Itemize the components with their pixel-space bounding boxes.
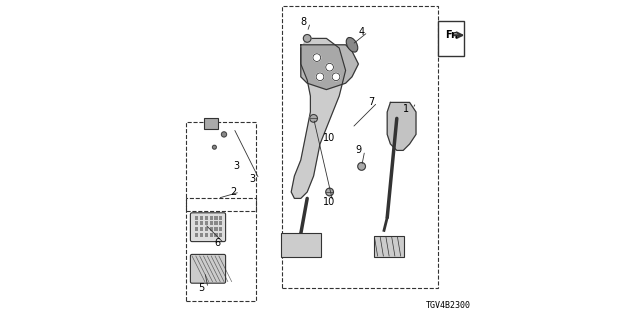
Bar	[210, 227, 212, 231]
Text: 3: 3	[234, 161, 240, 172]
Bar	[214, 233, 218, 237]
Circle shape	[326, 188, 333, 196]
Text: 10: 10	[323, 132, 335, 143]
Text: TGV4B2300: TGV4B2300	[426, 301, 470, 310]
Polygon shape	[301, 45, 358, 90]
Bar	[205, 233, 208, 237]
Bar	[219, 216, 223, 220]
Bar	[200, 227, 204, 231]
Circle shape	[332, 73, 340, 81]
Circle shape	[313, 54, 321, 61]
Polygon shape	[387, 102, 416, 150]
Ellipse shape	[346, 37, 358, 52]
Text: 4: 4	[358, 27, 365, 37]
Bar	[210, 233, 212, 237]
Text: 3: 3	[250, 174, 256, 184]
Bar	[200, 221, 204, 225]
Text: 10: 10	[323, 196, 335, 207]
Bar	[200, 216, 204, 220]
Circle shape	[303, 35, 311, 42]
Text: 7: 7	[368, 97, 374, 108]
Circle shape	[221, 132, 227, 137]
Polygon shape	[291, 38, 346, 198]
Bar	[195, 216, 198, 220]
Text: 8: 8	[301, 17, 307, 28]
Bar	[195, 221, 198, 225]
Bar	[200, 233, 204, 237]
FancyBboxPatch shape	[374, 236, 404, 257]
FancyBboxPatch shape	[191, 213, 226, 242]
Bar	[214, 216, 218, 220]
Text: 6: 6	[214, 238, 221, 248]
Bar	[186, 198, 256, 301]
Bar	[205, 216, 208, 220]
Circle shape	[310, 115, 317, 122]
Bar	[214, 221, 218, 225]
Text: 2: 2	[230, 187, 237, 197]
Text: 1: 1	[403, 104, 410, 114]
Bar	[195, 227, 198, 231]
Bar	[205, 227, 208, 231]
Bar	[210, 216, 212, 220]
Circle shape	[316, 73, 324, 81]
FancyBboxPatch shape	[204, 118, 218, 129]
Circle shape	[326, 63, 333, 71]
Text: 5: 5	[198, 283, 205, 293]
Text: Fr.: Fr.	[445, 30, 458, 40]
FancyBboxPatch shape	[438, 21, 464, 56]
Bar	[195, 233, 198, 237]
Text: 9: 9	[355, 145, 362, 156]
Circle shape	[212, 145, 216, 149]
FancyBboxPatch shape	[281, 233, 321, 257]
Circle shape	[358, 163, 365, 170]
Bar	[210, 221, 212, 225]
Bar	[205, 221, 208, 225]
Bar	[214, 227, 218, 231]
Bar	[219, 227, 223, 231]
Bar	[282, 6, 438, 288]
Bar	[186, 122, 256, 211]
Bar	[219, 221, 223, 225]
Bar	[219, 233, 223, 237]
FancyBboxPatch shape	[191, 254, 226, 283]
